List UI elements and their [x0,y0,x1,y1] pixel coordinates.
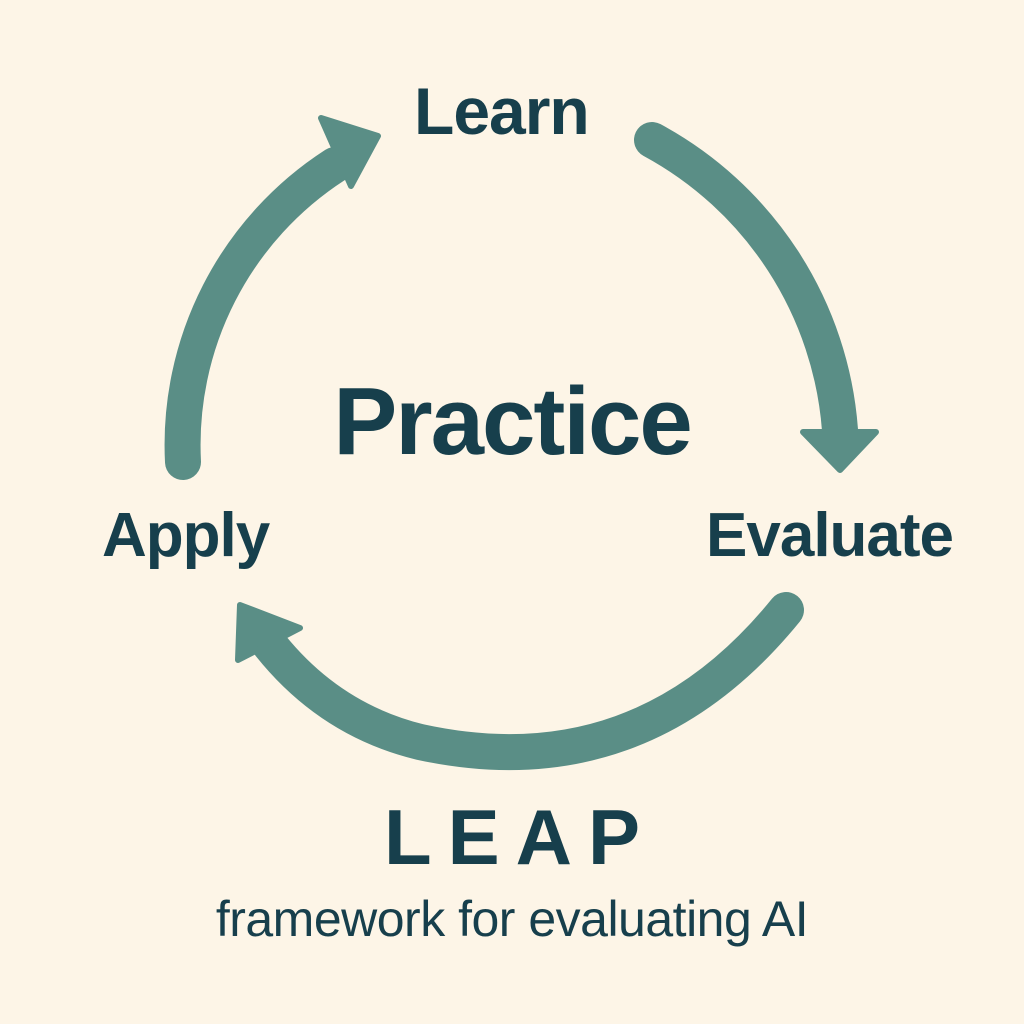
framework-subtitle: framework for evaluating AI [215,891,809,947]
arrow-evaluate-to-apply-head [235,602,303,663]
stage-label-learn: Learn [414,74,590,148]
stage-label-evaluate: Evaluate [706,501,954,570]
framework-acronym: LEAP [383,793,657,881]
center-title: Practice [333,368,693,475]
arrow-evaluate-to-apply [235,592,804,771]
arrow-learn-to-evaluate [634,122,879,473]
arrow-evaluate-to-apply-shaft [252,592,804,771]
arrow-apply-to-learn-head [318,115,381,189]
arrow-learn-to-evaluate-head [800,429,879,473]
arrow-apply-to-learn-shaft [164,147,353,480]
arrow-apply-to-learn [164,115,381,480]
stage-label-apply: Apply [102,501,270,570]
arrow-learn-to-evaluate-shaft [634,122,858,448]
